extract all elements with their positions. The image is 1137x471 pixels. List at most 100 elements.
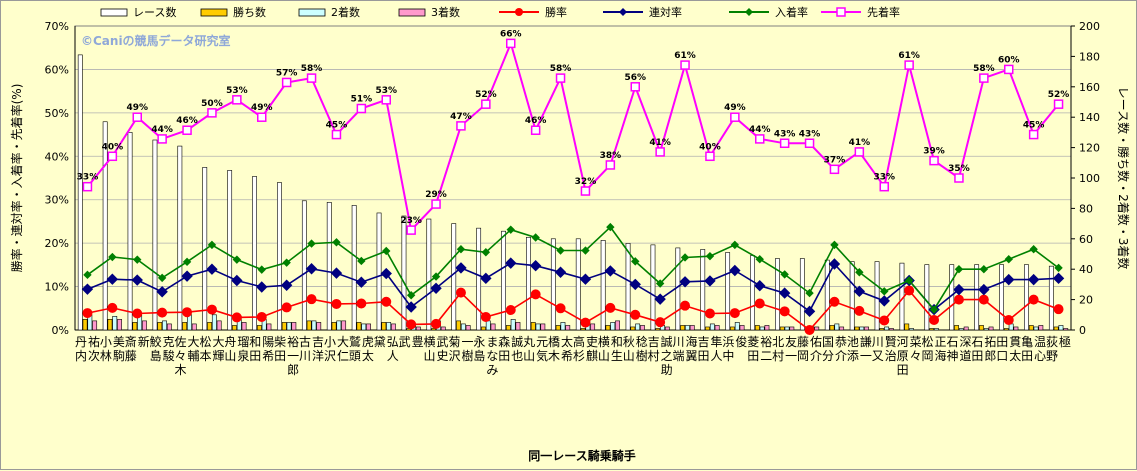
data-point [1003, 315, 1014, 326]
data-point [330, 267, 343, 279]
bar [958, 328, 964, 331]
x-tick-label: 武 [399, 335, 411, 349]
data-label: 52% [1048, 90, 1070, 100]
data-point [305, 263, 318, 275]
x-tick-label: 新 [138, 334, 150, 349]
data-point [704, 308, 715, 319]
bar [1033, 326, 1039, 331]
data-point [480, 272, 492, 285]
bar [664, 326, 670, 331]
bar [177, 145, 183, 331]
bar [77, 54, 83, 331]
data-point [979, 264, 989, 274]
bar [650, 244, 656, 331]
data-point [257, 265, 266, 274]
bar [361, 323, 367, 331]
bar [157, 322, 163, 331]
data-point [281, 77, 292, 88]
x-tick-label: 川又 [872, 335, 884, 363]
bar [211, 314, 217, 331]
x-tick-label: 大仁 [337, 335, 349, 363]
bar [789, 326, 795, 331]
bar [754, 325, 760, 331]
data-point [331, 129, 342, 140]
data-label: 52% [475, 90, 497, 100]
bar [814, 326, 820, 331]
bar [366, 323, 371, 331]
bar [750, 255, 755, 331]
bar [849, 261, 855, 331]
bar [336, 320, 342, 331]
bar [311, 320, 317, 331]
data-point [755, 134, 765, 144]
data-label: 43% [799, 129, 821, 139]
data-point [107, 302, 118, 313]
bar [241, 322, 247, 331]
data-point [1053, 304, 1064, 315]
bar [376, 212, 382, 331]
x-tick-label: 橋木 [548, 335, 560, 363]
data-point [132, 308, 143, 319]
bar [386, 322, 392, 331]
legend-swatch [398, 8, 426, 17]
data-point [232, 95, 242, 105]
x-tick-label: 松本 [199, 335, 211, 363]
data-point [680, 60, 690, 70]
data-point [1054, 263, 1063, 273]
bar [112, 316, 118, 331]
data-point [355, 276, 368, 288]
data-point [82, 308, 93, 319]
x-tick-label: 亀田 [1021, 335, 1033, 363]
bar [839, 326, 845, 331]
x-tick-label: 克駿 [163, 335, 175, 363]
data-point [778, 287, 791, 299]
bar [505, 325, 511, 331]
bar [92, 320, 98, 331]
bar [824, 259, 830, 331]
bar [526, 236, 531, 331]
x-tick-label: 池添 [847, 335, 859, 363]
bar [635, 323, 641, 331]
data-point [929, 305, 939, 314]
data-point [803, 305, 816, 318]
data-point [679, 276, 691, 288]
x-tick-label: 和田 [249, 335, 261, 363]
x-tick-label: 陽希 [262, 335, 274, 363]
y-right-tick-label: 200 [1079, 20, 1100, 33]
data-point [1027, 273, 1040, 286]
x-tick-label: 吏麒 [586, 334, 598, 363]
x-tick-label: 恭介 [835, 335, 847, 363]
data-label: 41% [849, 138, 871, 148]
x-tick-label: 温心 [1034, 335, 1046, 363]
bar [232, 325, 237, 331]
bar [465, 325, 471, 331]
x-tick-label: 虎太 [362, 335, 374, 363]
x-tick-label: 太希 [561, 334, 573, 363]
legend-label: 3着数 [431, 5, 460, 19]
bar [675, 247, 681, 331]
bar [1024, 264, 1029, 331]
bar [963, 326, 969, 331]
x-tick-label: 裕一郎 [287, 334, 299, 377]
x-tick-label: 瑠泉 [237, 335, 249, 363]
data-point [730, 240, 740, 250]
x-tick-label: 鷲頭 [349, 335, 361, 363]
bar [904, 323, 910, 331]
bar [625, 243, 631, 331]
data-label: 58% [301, 64, 323, 74]
bar [391, 323, 396, 331]
watermark-text: ©Caniの競馬データ研究室 [81, 33, 231, 48]
x-tick-label: 大輝 [212, 335, 224, 363]
legend-label: 先着率 [867, 5, 900, 19]
data-point [828, 258, 841, 270]
data-point [1004, 255, 1013, 264]
bar [555, 325, 561, 331]
bar [685, 325, 690, 331]
data-point [556, 246, 565, 255]
data-point [156, 286, 168, 298]
data-label: 56% [624, 73, 646, 83]
y-left-axis-title: 勝率・連対率・入着率・先着率(%) [9, 84, 24, 273]
bar [216, 320, 222, 331]
bar [152, 139, 158, 331]
x-tick-label: 大輔 [188, 335, 200, 363]
